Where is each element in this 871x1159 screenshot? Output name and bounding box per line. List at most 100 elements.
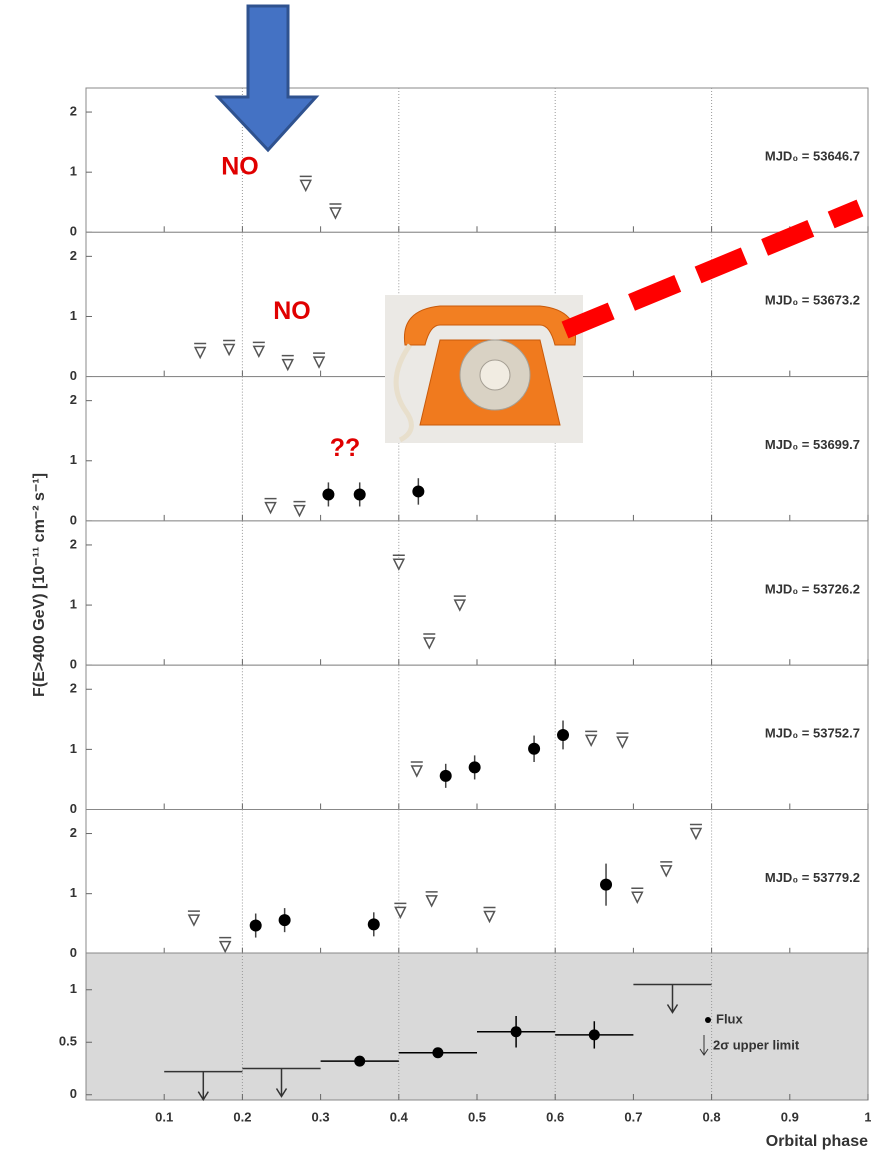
panel	[85, 520, 869, 666]
legend-label: 2σ upper limit	[713, 1037, 800, 1052]
upper-limit-arrow	[197, 1071, 209, 1102]
flux-point	[510, 1026, 522, 1038]
note: ??	[330, 434, 361, 462]
x-tick-label: 0.4	[390, 1109, 409, 1124]
flux-point	[412, 485, 425, 498]
mjd-label: MJD₀ = 53673.2	[765, 293, 860, 308]
upper-limit	[689, 823, 703, 841]
y-tick-label: 2	[70, 825, 77, 840]
upper-limit	[660, 861, 673, 878]
panel	[85, 809, 869, 955]
flux-point	[278, 914, 291, 927]
flux-point	[322, 488, 335, 501]
flux-point	[468, 761, 481, 774]
plot: 0 1 2 MJD₀ = 53646.7 F(E>400 GeV) [10⁻¹¹ cm⁻…	[31, 87, 871, 1150]
upper-limit	[222, 339, 236, 357]
flux-point	[528, 742, 541, 755]
upper-limit	[312, 352, 326, 369]
x-tick-label: 0.2	[233, 1109, 251, 1124]
y-tick-label: 2	[70, 103, 77, 118]
y-tick-label: 2	[70, 681, 77, 696]
phone-cord	[393, 343, 414, 443]
upper-limit-arrow	[275, 1068, 288, 1098]
upper-limit	[425, 891, 438, 908]
y-tick-label: 1	[70, 308, 77, 323]
upper-limit	[453, 595, 467, 612]
y-tick-label: 1	[70, 741, 77, 756]
y-tick-label: 2	[70, 248, 77, 263]
x-tick-label: 0.8	[703, 1109, 721, 1124]
x-tick-label: 0.9	[781, 1109, 799, 1124]
flux-point	[600, 878, 613, 891]
mjd-label: MJD₀ = 53646.7	[765, 148, 860, 163]
upper-limit	[483, 906, 496, 924]
y-tick-label: 0	[70, 801, 77, 816]
x-tick-label: 1	[864, 1109, 871, 1124]
x-tick-label: 0.5	[468, 1109, 486, 1124]
mjd-label: MJD₀ = 53779.2	[765, 870, 860, 885]
upper-limit	[252, 341, 266, 359]
flux-point	[439, 769, 452, 782]
panel	[85, 664, 869, 811]
mjd-label: MJD₀ = 53699.7	[765, 437, 860, 452]
y-tick-label: 0	[70, 224, 77, 239]
upper-limit	[394, 902, 407, 919]
y-tick-label: 1	[70, 597, 77, 612]
upper-limit	[218, 936, 232, 954]
flux-point	[353, 488, 366, 501]
y-tick-label: 0	[70, 368, 77, 383]
panel	[85, 87, 869, 233]
y-tick-label: 2	[70, 392, 77, 407]
x-axis-label: Orbital phase	[766, 1133, 868, 1150]
flux-point	[588, 1029, 600, 1041]
upper-limit	[410, 761, 423, 778]
y-tick-label: 1	[70, 452, 77, 467]
mjd-label: MJD₀ = 53752.7	[765, 726, 860, 741]
y-tick-label: 0	[70, 1086, 77, 1101]
flux-point	[557, 728, 570, 741]
x-tick-label: 0.3	[312, 1109, 330, 1124]
red-dashed-line	[561, 199, 864, 339]
upper-limit	[423, 633, 436, 650]
x-tick-label: 0.6	[546, 1109, 564, 1124]
upper-limit	[193, 342, 207, 360]
y-tick-label: 2	[70, 536, 77, 551]
phone-picture	[385, 295, 583, 443]
flux-point	[367, 918, 380, 931]
annotations: NO NO??	[214, 4, 361, 462]
upper-limit	[584, 730, 598, 748]
upper-limit	[187, 910, 201, 927]
upper-limit	[616, 732, 629, 749]
flux-point	[249, 919, 262, 932]
y-tick-label: 0	[70, 657, 77, 672]
upper-limit	[392, 554, 406, 571]
legend-marker	[705, 1017, 711, 1023]
y-axis-label: F(E>400 GeV) [10⁻¹¹ cm⁻² s⁻¹]	[31, 473, 48, 697]
upper-limit	[299, 175, 312, 193]
y-tick-label: 0	[70, 512, 77, 527]
y-tick-label: 1	[70, 981, 77, 996]
y-tick-label: 1	[70, 885, 77, 900]
y-tick-label: 0	[70, 945, 77, 960]
x-tick-label: 0.1	[155, 1109, 173, 1124]
upper-limit	[293, 500, 306, 518]
upper-limit	[631, 887, 644, 904]
legend-marker	[699, 1035, 709, 1056]
y-tick-label: 1	[70, 164, 77, 179]
legend-label: Flux	[716, 1011, 743, 1026]
note: NO	[221, 153, 259, 181]
mjd-label: MJD₀ = 53726.2	[765, 581, 860, 596]
upper-limit-arrow	[666, 984, 679, 1014]
flux-point	[354, 1055, 366, 1067]
panel	[85, 952, 869, 1101]
y-tick-label: 0.5	[59, 1034, 77, 1049]
upper-limit	[281, 354, 294, 372]
phone-dial-center	[479, 359, 511, 391]
upper-limit	[329, 203, 342, 220]
blue-arrow	[214, 4, 320, 153]
x-tick-label: 0.7	[624, 1109, 642, 1124]
flux-point	[432, 1047, 444, 1059]
upper-limit	[264, 497, 277, 515]
